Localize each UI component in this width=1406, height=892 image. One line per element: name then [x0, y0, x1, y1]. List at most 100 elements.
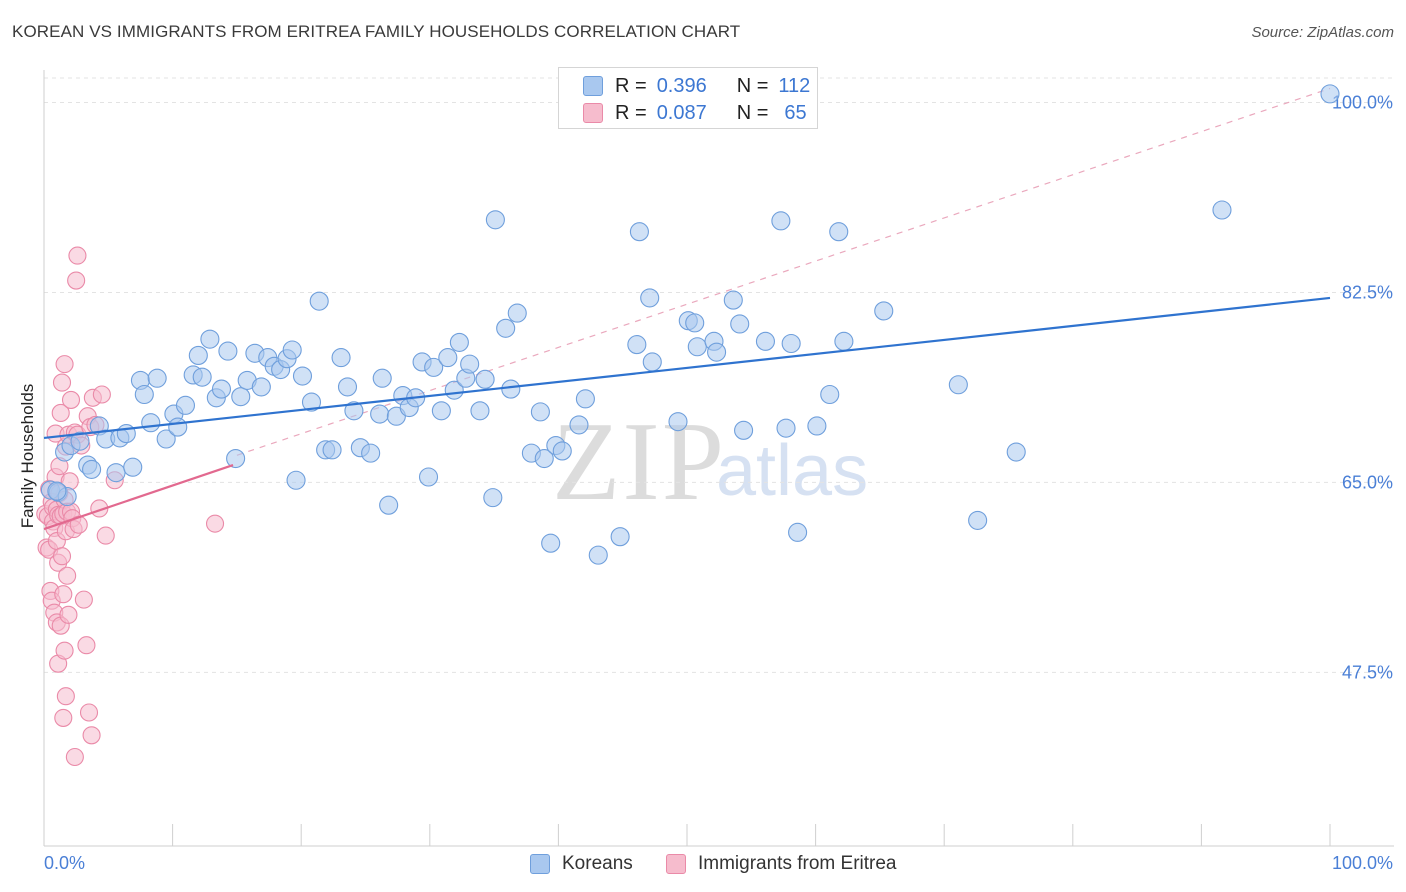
korean-point — [475, 369, 495, 389]
korean-point — [496, 318, 516, 338]
korean-point — [282, 340, 302, 360]
korean-point — [627, 335, 647, 355]
korean-point — [82, 459, 102, 479]
korean-point — [834, 331, 854, 351]
korean-point — [755, 331, 775, 351]
eritrea-point — [58, 566, 77, 585]
korean-point — [507, 303, 527, 323]
y-axis-label: Family Households — [18, 383, 37, 529]
korean-point — [211, 379, 232, 399]
korean-point — [541, 533, 561, 553]
korean-point — [707, 342, 727, 362]
eritrea-trend-line — [43, 464, 234, 531]
legend-n-value-koreans: 112 — [778, 74, 811, 97]
korean-point — [820, 384, 840, 405]
korean-point — [1212, 200, 1232, 220]
korean-point — [251, 377, 271, 397]
y-tick-label: 82.5% — [1342, 282, 1393, 302]
korean-point — [372, 368, 392, 388]
korean-point — [1006, 442, 1026, 462]
eritrea-point — [52, 547, 72, 566]
x-tick-label-max: 100.0% — [1332, 853, 1393, 873]
korean-point — [47, 481, 67, 501]
eritrea-point — [59, 605, 78, 624]
korean-point — [344, 401, 364, 421]
korean-point — [449, 332, 469, 352]
korean-point — [424, 357, 444, 377]
korean-point — [301, 392, 322, 412]
legend-r-value-eritrea: 0.087 — [656, 101, 707, 124]
y-tick-label: 47.5% — [1342, 662, 1393, 682]
bottom-legend-swatch-koreans — [530, 854, 550, 874]
korean-point — [168, 417, 188, 437]
korean-point — [610, 527, 630, 547]
bottom-legend-label-koreans: Koreans — [562, 853, 633, 874]
korean-point — [534, 448, 554, 469]
bottom-legend-koreans: Koreans — [530, 851, 633, 877]
legend-swatch-eritrea — [583, 103, 603, 123]
korean-point — [723, 290, 743, 310]
eritrea-point — [77, 636, 96, 655]
korean-point — [379, 495, 399, 515]
korean-point — [642, 352, 662, 372]
y-tick-label: 100.0% — [1332, 93, 1393, 113]
eritrea-point — [51, 403, 70, 423]
korean-point — [192, 367, 212, 387]
eritrea-point — [74, 590, 93, 609]
korean-point — [788, 522, 808, 542]
korean-point — [629, 222, 649, 242]
eritrea-point — [54, 585, 73, 604]
korean-point — [948, 375, 968, 395]
korean-point — [431, 401, 451, 421]
korean-point — [156, 429, 176, 449]
korean-point — [370, 404, 390, 424]
korean-point — [530, 402, 550, 422]
legend-r-value-koreans: 0.396 — [656, 74, 707, 97]
korean-point — [771, 211, 791, 231]
korean-point — [776, 418, 796, 438]
eritrea-point — [68, 246, 87, 265]
korean-point — [200, 329, 220, 349]
korean-point — [218, 341, 238, 361]
bottom-legend-label-eritrea: Immigrants from Eritrea — [698, 853, 897, 874]
y-tick-label: 65.0% — [1342, 472, 1393, 492]
bottom-legend-swatch-eritrea — [666, 854, 686, 874]
eritrea-point — [67, 271, 86, 290]
chart-title: KOREAN VS IMMIGRANTS FROM ERITREA FAMILY… — [12, 22, 741, 41]
x-tick-label-min: 0.0% — [44, 853, 85, 873]
eritrea-point — [55, 355, 74, 374]
legend-n-label: N = — [736, 101, 769, 124]
legend-n-label: N = — [736, 74, 769, 97]
legend-r-label: R = — [615, 101, 647, 124]
legend-r-label: R = — [615, 74, 647, 97]
korean-point — [331, 348, 351, 368]
korean-point — [322, 440, 342, 460]
korean-point — [807, 416, 827, 436]
korean-point — [286, 470, 306, 490]
korean-point — [337, 377, 358, 397]
eritrea-point — [82, 726, 101, 745]
eritrea-point — [92, 385, 111, 404]
korean-point — [668, 412, 688, 432]
korean-point — [483, 488, 503, 508]
eritrea-point — [55, 641, 74, 660]
korean-point — [588, 545, 608, 565]
korean-point — [687, 337, 707, 357]
eritrea-point — [205, 514, 225, 533]
korean-point — [231, 387, 251, 407]
korean-point — [734, 420, 754, 440]
korean-point — [1320, 84, 1340, 104]
watermark-atlas: atlas — [716, 431, 869, 511]
korean-point — [309, 291, 329, 311]
legend-row-eritrea: R = 0.087 N = 65 — [583, 101, 807, 125]
legend-n-value-eritrea: 65 — [784, 101, 807, 124]
korean-point — [460, 354, 480, 374]
korean-point — [188, 345, 208, 365]
korean-point — [874, 301, 894, 321]
korean-point — [438, 348, 458, 368]
eritrea-point — [96, 526, 115, 545]
korean-point — [175, 395, 196, 415]
korean-point — [730, 314, 750, 334]
